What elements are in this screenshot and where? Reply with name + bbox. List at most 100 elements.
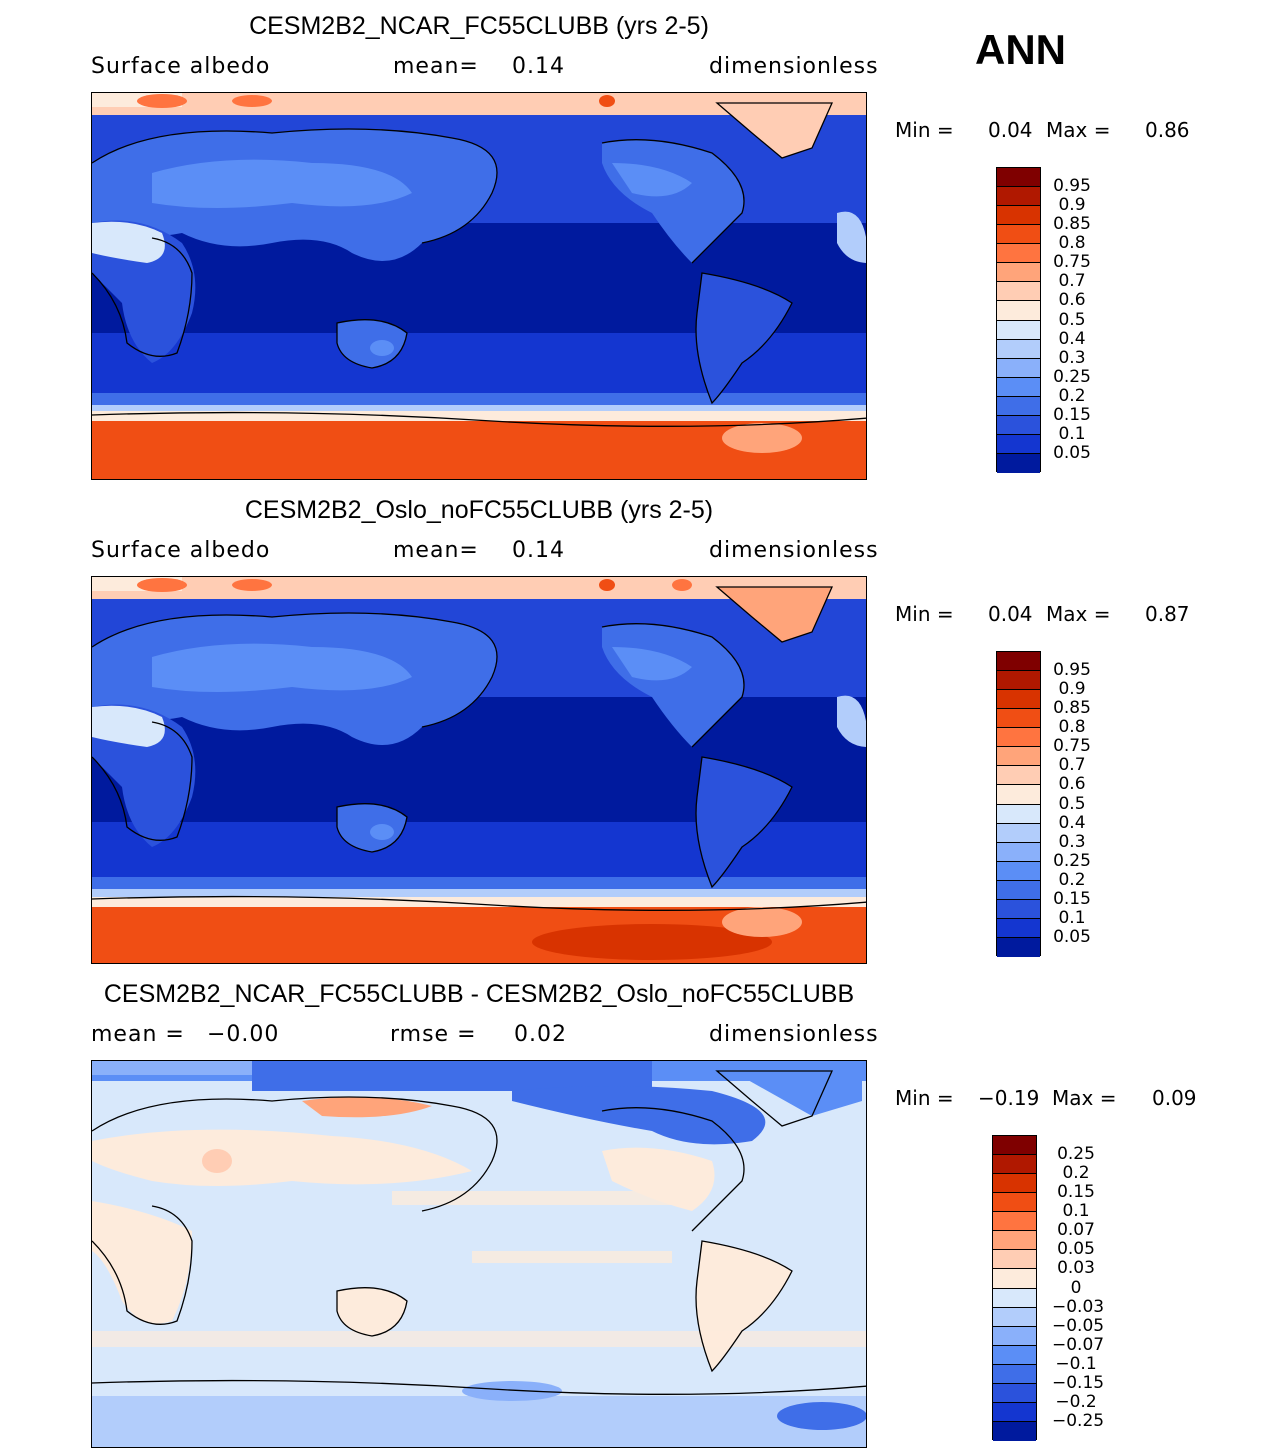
panel-3-map — [91, 1060, 867, 1448]
colorbar-swatch — [993, 1231, 1036, 1251]
panel-2-min-value: 0.04 — [988, 602, 1033, 626]
colorbar-label: 0.07 — [1057, 1220, 1095, 1241]
colorbar-label: 0.7 — [1058, 271, 1086, 292]
panel-1-variable: Surface albedo — [91, 54, 271, 79]
colorbar-swatch — [993, 1421, 1036, 1441]
season-label: ANN — [975, 26, 1066, 73]
panel-2-units: dimensionless — [709, 538, 879, 563]
colorbar-swatch — [997, 244, 1040, 264]
colorbar-label: 0.15 — [1057, 1182, 1095, 1203]
panel-1-mean-label: mean= — [393, 54, 479, 79]
colorbar-label: −0.05 — [1052, 1315, 1105, 1336]
colorbar-label: −0.03 — [1052, 1296, 1105, 1317]
colorbar-label: 0.95 — [1053, 176, 1091, 197]
panel-2-max-value: 0.87 — [1145, 602, 1190, 626]
colorbar-label: 0.7 — [1058, 755, 1086, 776]
panel-3-colorbar — [992, 1135, 1037, 1441]
panel-3-min-value: −0.19 — [978, 1086, 1040, 1110]
panel-2-max-label: Max = — [1046, 602, 1111, 626]
panel-2-colorbar — [996, 651, 1041, 957]
panel-1-colorbar — [996, 167, 1041, 473]
panel-1-min-label: Min = — [895, 118, 954, 142]
colorbar-label: 0.2 — [1058, 385, 1086, 406]
colorbar-label: 0.2 — [1058, 869, 1086, 890]
colorbar-label: 0.2 — [1062, 1163, 1090, 1184]
panel-2-title: CESM2B2_Oslo_noFC55CLUBB (yrs 2-5) — [244, 496, 714, 524]
colorbar-swatch — [993, 1307, 1036, 1327]
colorbar-swatch — [997, 671, 1040, 691]
panel-2-map — [91, 576, 867, 964]
colorbar-label: 0.05 — [1053, 442, 1091, 463]
colorbar-label: 0.25 — [1057, 1144, 1095, 1165]
panel-3-min-label: Min = — [895, 1086, 954, 1110]
colorbar-swatch — [997, 709, 1040, 729]
colorbar-swatch — [993, 1250, 1036, 1270]
colorbar-label: 0.9 — [1058, 679, 1086, 700]
colorbar-label: 0.25 — [1053, 850, 1091, 871]
colorbar-swatch — [997, 804, 1040, 824]
colorbar-label: 0.03 — [1057, 1258, 1095, 1279]
colorbar-swatch — [997, 690, 1040, 710]
colorbar-swatch — [997, 320, 1040, 340]
colorbar-label: 0.25 — [1053, 366, 1091, 387]
panel-3-units: dimensionless — [709, 1022, 879, 1047]
colorbar-swatch — [997, 206, 1040, 226]
colorbar-label: 0.3 — [1058, 347, 1086, 368]
colorbar-swatch — [997, 842, 1040, 862]
colorbar-swatch — [993, 1345, 1036, 1365]
colorbar-swatch — [997, 785, 1040, 805]
colorbar-swatch — [993, 1383, 1036, 1403]
colorbar-swatch — [997, 823, 1040, 843]
colorbar-swatch — [993, 1155, 1036, 1175]
colorbar-swatch — [993, 1193, 1036, 1213]
colorbar-swatch — [997, 263, 1040, 283]
panel-2-min-label: Min = — [895, 602, 954, 626]
colorbar-swatch — [997, 747, 1040, 767]
colorbar-label: 0.75 — [1053, 736, 1091, 757]
colorbar-label: 0.95 — [1053, 660, 1091, 681]
colorbar-swatch — [993, 1269, 1036, 1289]
colorbar-label: −0.2 — [1055, 1391, 1097, 1412]
panel-3-rmse-label: rmse = — [390, 1022, 477, 1047]
colorbar-label: 0.5 — [1058, 793, 1086, 814]
panel-1-mean-value: 0.14 — [512, 54, 565, 79]
colorbar-label: −0.1 — [1055, 1353, 1097, 1374]
panel-3-mean-value: −0.00 — [207, 1022, 280, 1047]
colorbar-swatch — [997, 377, 1040, 397]
colorbar-label: 0.6 — [1058, 290, 1086, 311]
colorbar-swatch — [993, 1136, 1036, 1156]
colorbar-swatch — [997, 168, 1040, 188]
colorbar-label: −0.25 — [1052, 1410, 1105, 1431]
panel-1-min-value: 0.04 — [988, 118, 1033, 142]
colorbar-label: 0.6 — [1058, 774, 1086, 795]
colorbar-label: 0.85 — [1053, 698, 1091, 719]
colorbar-label: 0.4 — [1058, 812, 1086, 833]
colorbar-label: 0.8 — [1058, 717, 1086, 738]
colorbar-swatch — [997, 880, 1040, 900]
panel-1-units: dimensionless — [709, 54, 879, 79]
colorbar-label: −0.15 — [1052, 1372, 1105, 1393]
panel-2-mean-value: 0.14 — [512, 538, 565, 563]
colorbar-swatch — [997, 339, 1040, 359]
panel-1-title: CESM2B2_NCAR_FC55CLUBB (yrs 2-5) — [249, 12, 709, 40]
colorbar-swatch — [997, 434, 1040, 454]
colorbar-swatch — [993, 1174, 1036, 1194]
panel-1-max-value: 0.86 — [1145, 118, 1190, 142]
colorbar-label: 0.15 — [1053, 888, 1091, 909]
colorbar-label: 0.5 — [1058, 309, 1086, 330]
colorbar-label: 0 — [1070, 1277, 1082, 1298]
panel-1-map — [91, 92, 867, 480]
colorbar-label: 0.1 — [1062, 1201, 1090, 1222]
colorbar-swatch — [997, 187, 1040, 207]
colorbar-swatch — [997, 415, 1040, 435]
colorbar-label: 0.05 — [1053, 926, 1091, 947]
colorbar-swatch — [997, 358, 1040, 378]
colorbar-label: 0.1 — [1058, 907, 1086, 928]
panel-3-max-value: 0.09 — [1152, 1086, 1197, 1110]
colorbar-swatch — [997, 301, 1040, 321]
panel-2-mean-label: mean= — [393, 538, 479, 563]
panel-1-max-label: Max = — [1046, 118, 1111, 142]
colorbar-label: 0.8 — [1058, 233, 1086, 254]
colorbar-label: −0.07 — [1052, 1334, 1105, 1355]
colorbar-swatch — [993, 1212, 1036, 1232]
